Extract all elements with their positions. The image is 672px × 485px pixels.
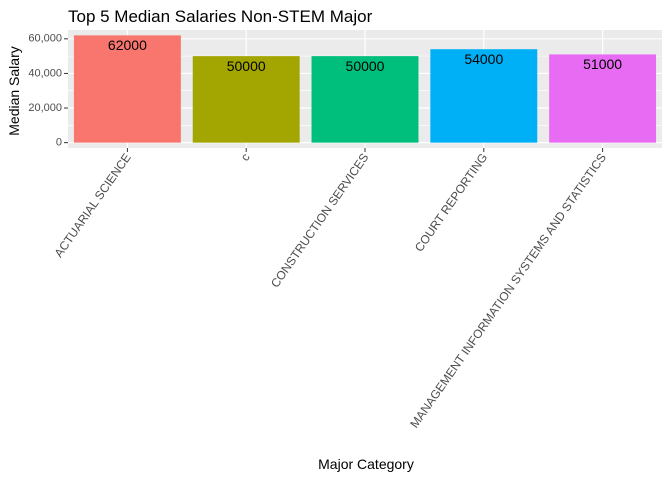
x-tick-label: MANAGEMENT INFORMATION SYSTEMS AND STATI… [407,151,609,431]
bar-data-label: 50000 [346,58,385,74]
y-axis: 0 20,000 40,000 60,000 [28,33,68,149]
bar [192,56,300,143]
bar [430,49,538,143]
x-tick-label: c [238,151,253,164]
bar-data-label: 62000 [108,37,147,53]
bar [73,35,181,143]
bar [549,54,657,143]
x-tick-label: CONSTRUCTION SERVICES [268,151,372,290]
bar [311,56,419,143]
y-tick-label: 60,000 [28,33,62,45]
x-axis-title: Major Category [318,456,414,472]
bar-data-label: 54000 [464,51,503,67]
y-tick-label: 0 [56,137,62,149]
bar-data-label: 50000 [227,58,266,74]
y-tick-label: 40,000 [28,67,62,79]
y-axis-title: Median Salary [6,46,22,136]
y-tick-label: 20,000 [28,102,62,114]
x-axis: ACTUARIAL SCIENCE c CONSTRUCTION SERVICES C… [51,148,609,431]
x-tick-label: ACTUARIAL SCIENCE [51,151,133,260]
bar-data-label: 51000 [583,56,622,72]
chart-title: Top 5 Median Salaries Non-STEM Major [68,7,373,26]
bars-group [73,35,657,143]
x-tick-label: COURT REPORTING [412,151,490,255]
data-labels-group: 62000 50000 50000 54000 51000 [108,37,622,74]
